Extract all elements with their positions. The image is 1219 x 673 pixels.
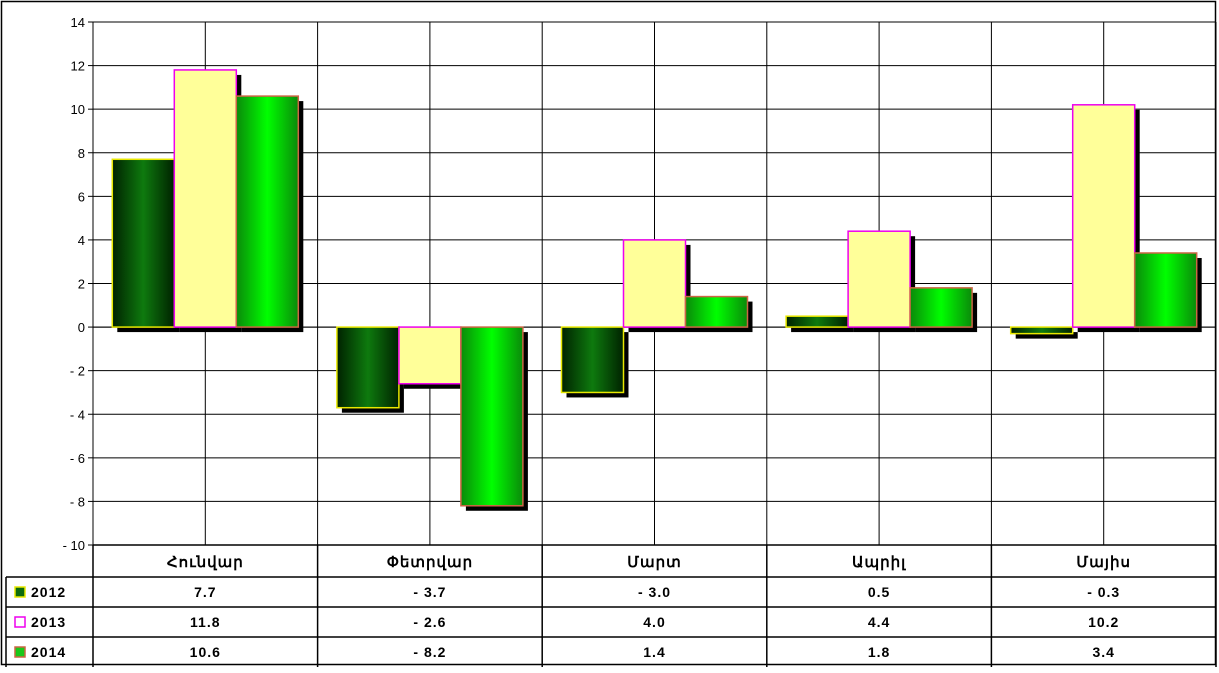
data-label: 1.8 bbox=[868, 644, 890, 660]
y-tick-label: - 4 bbox=[70, 407, 85, 422]
bar-2014-1 bbox=[460, 326, 524, 507]
data-label: 11.8 bbox=[190, 614, 220, 630]
data-label: 7.7 bbox=[194, 584, 216, 600]
data-label: - 2.6 bbox=[413, 614, 446, 630]
bar-2014-0 bbox=[235, 95, 300, 328]
data-label: 10.6 bbox=[190, 644, 221, 660]
bar-shadow bbox=[1015, 332, 1078, 339]
data-label: - 3.0 bbox=[638, 584, 671, 600]
data-label: 3.4 bbox=[1092, 644, 1114, 660]
legend-label: 2014 bbox=[31, 644, 66, 660]
legend-label: 2012 bbox=[31, 584, 66, 600]
y-tick-label: - 6 bbox=[70, 451, 85, 466]
data-label: - 8.2 bbox=[413, 644, 446, 660]
bar-2012-1 bbox=[336, 326, 400, 409]
data-label: - 3.7 bbox=[413, 584, 446, 600]
y-tick-label: 14 bbox=[71, 15, 85, 30]
category-label: Փետրվար bbox=[387, 554, 473, 571]
y-tick-label: 4 bbox=[78, 233, 85, 248]
data-label: - 0.3 bbox=[1087, 584, 1120, 600]
y-tick-label: 8 bbox=[78, 146, 85, 161]
bar-2012-0 bbox=[111, 158, 176, 328]
bar-2013-0 bbox=[173, 69, 238, 328]
bar-2013-4 bbox=[1071, 104, 1136, 328]
y-tick-label: 10 bbox=[71, 102, 85, 117]
y-tick-label: 6 bbox=[78, 189, 85, 204]
data-label: 4.0 bbox=[643, 614, 665, 630]
legend-swatch-2012 bbox=[14, 586, 26, 598]
y-tick-label: 2 bbox=[78, 277, 85, 292]
data-label: 1.4 bbox=[643, 644, 665, 660]
bar-2014-4 bbox=[1133, 252, 1198, 328]
bar-2012-2 bbox=[560, 326, 625, 394]
bar-2014-3 bbox=[909, 287, 973, 328]
category-label: Հունվար bbox=[167, 554, 244, 571]
category-label: Մայիս bbox=[1076, 554, 1131, 571]
bar-2013-1 bbox=[398, 326, 462, 385]
legend-label: 2013 bbox=[31, 614, 66, 630]
y-tick-label: 12 bbox=[71, 59, 85, 74]
category-label: Մարտ bbox=[627, 554, 682, 571]
bar-2013-3 bbox=[847, 230, 911, 328]
data-label: 10.2 bbox=[1088, 614, 1119, 630]
y-tick-label: - 8 bbox=[70, 494, 85, 509]
data-label: 4.4 bbox=[868, 614, 890, 630]
bar-2013-2 bbox=[622, 239, 687, 328]
bar-2014-2 bbox=[684, 295, 749, 328]
bar-2012-4 bbox=[1009, 326, 1074, 335]
y-tick-label: 0 bbox=[78, 320, 85, 335]
category-label: Ապրիլ bbox=[852, 554, 906, 571]
legend-swatch-2014 bbox=[14, 646, 26, 658]
y-tick-label: - 2 bbox=[70, 364, 85, 379]
y-tick-label: - 10 bbox=[63, 538, 85, 553]
legend-swatch-2013 bbox=[14, 616, 26, 628]
data-label: 0.5 bbox=[868, 584, 890, 600]
bar-2012-3 bbox=[785, 315, 849, 328]
